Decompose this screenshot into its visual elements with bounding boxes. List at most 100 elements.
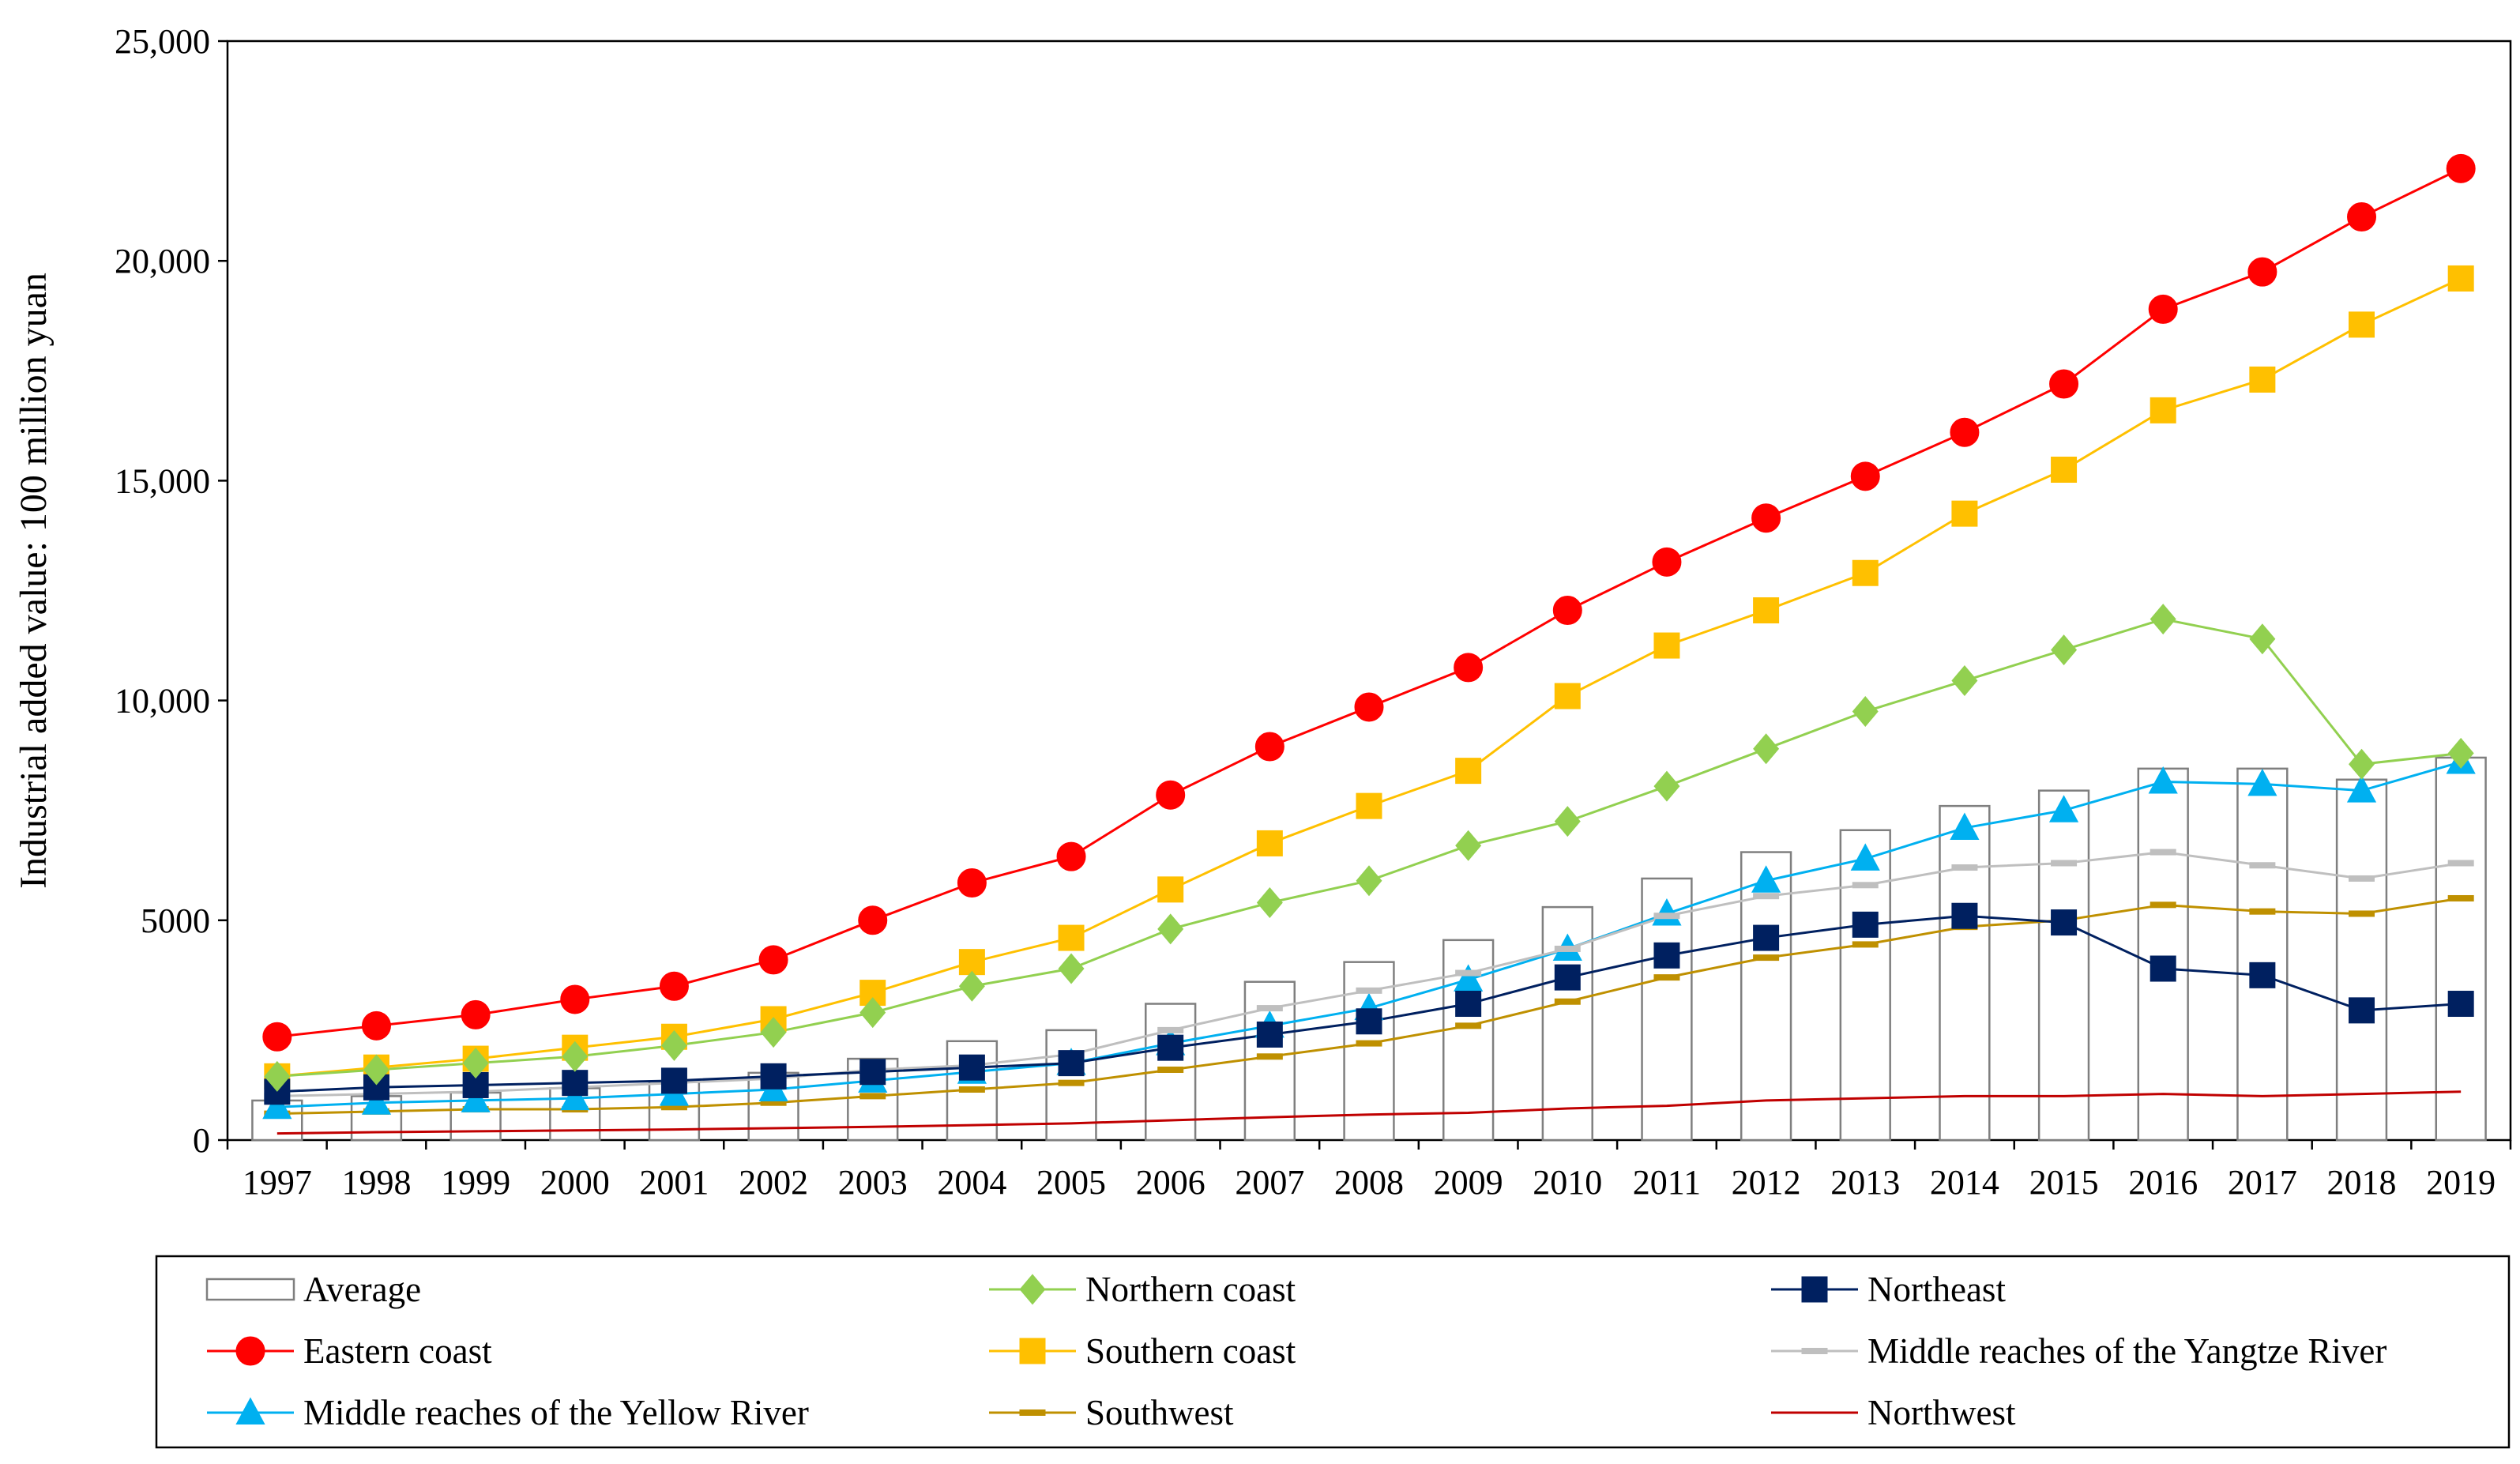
x-tick-label: 2015 [2029, 1163, 2099, 1202]
point-southwest [2249, 908, 2276, 915]
point-northeast [2150, 955, 2176, 982]
x-tick-label: 2018 [2327, 1163, 2397, 1202]
point-middle-reaches-of-the-yangtze-river [1852, 882, 1879, 889]
point-southwest [2150, 901, 2176, 909]
point-southwest [859, 1093, 886, 1100]
legend-label-eastern-coast: Eastern coast [303, 1331, 492, 1371]
point-southern-coast [2150, 397, 2176, 423]
point-southern-coast [1356, 792, 1382, 819]
point-middle-reaches-of-the-yangtze-river [1653, 913, 1680, 920]
point-northeast [1554, 964, 1581, 991]
x-tick-label: 2007 [1235, 1163, 1304, 1202]
x-tick-label: 2013 [1830, 1163, 1900, 1202]
point-northern-coast [2051, 634, 2078, 666]
point-northeast [2447, 991, 2474, 1018]
legend: Average Northern coast Northeast Eastern co… [155, 1255, 2511, 1449]
point-northeast [2249, 962, 2276, 988]
point-southwest [1256, 1053, 1283, 1060]
point-eastern-coast [1254, 732, 1284, 762]
y-tick-label: 10,000 [115, 682, 210, 721]
legend-marker-eastern-coast [235, 1336, 265, 1366]
point-southwest [1455, 1022, 1482, 1029]
bar-average [2335, 778, 2388, 1142]
line-eastern-coast [276, 167, 2462, 1038]
point-southwest [1653, 974, 1680, 981]
point-eastern-coast [1156, 780, 1186, 810]
point-northern-coast [1653, 770, 1680, 802]
y-axis: 0 5000 10,000 15,000 20,000 25,000 [115, 22, 228, 1160]
point-southwest [1157, 1066, 1184, 1073]
point-northeast [1951, 902, 1978, 929]
point-northern-coast [859, 997, 886, 1029]
point-northern-coast [660, 1029, 687, 1061]
line-northwest [276, 1090, 2462, 1135]
point-northern-coast [1058, 953, 1085, 984]
point-northern-coast [562, 1041, 589, 1072]
legend-marker-northern-coast [1019, 1274, 1046, 1305]
x-tick-label: 2008 [1334, 1163, 1404, 1202]
point-southern-coast [1951, 500, 1978, 527]
y-tick-label: 15,000 [115, 461, 210, 500]
y-tick-label: 25,000 [115, 22, 210, 61]
point-middle-reaches-of-the-yangtze-river [1256, 1005, 1283, 1012]
legend-label-southern-coast: Southern coast [1085, 1331, 1296, 1371]
legend-label-middle-reaches-of-the-yellow-river: Middle reaches of the Yellow River [303, 1393, 809, 1432]
x-tick-label: 2011 [1633, 1163, 1701, 1202]
point-eastern-coast [659, 971, 689, 1001]
point-northeast [1852, 911, 1879, 938]
bar-average [2435, 756, 2487, 1142]
point-northern-coast [1554, 806, 1581, 837]
point-southern-coast [2249, 366, 2276, 393]
bar-average [1343, 961, 1395, 1142]
point-eastern-coast [1552, 596, 1582, 626]
point-northeast [1058, 1050, 1085, 1077]
x-tick-label: 2019 [2426, 1163, 2496, 1202]
x-axis: 1997 1998 1999 2000 2001 2002 2003 2004 2005 2006… [226, 1140, 2512, 1202]
point-northeast [1753, 924, 1780, 951]
point-eastern-coast [1652, 547, 1682, 577]
x-tick-label: 1999 [441, 1163, 510, 1202]
point-middle-reaches-of-the-yangtze-river [2051, 860, 2078, 867]
x-tick-label: 2016 [2128, 1163, 2198, 1202]
point-southern-coast [1653, 632, 1680, 659]
point-middle-reaches-of-the-yangtze-river [1753, 893, 1780, 900]
point-southwest [1554, 998, 1581, 1005]
point-northern-coast [1157, 913, 1184, 945]
point-southern-coast [1157, 876, 1184, 903]
point-northern-coast [1356, 865, 1382, 897]
legend-label-northwest: Northwest [1867, 1393, 2016, 1432]
point-northeast [660, 1067, 687, 1094]
point-eastern-coast [957, 868, 987, 898]
point-northeast [760, 1063, 787, 1090]
point-southern-coast [2349, 311, 2375, 338]
y-axis-label: Industrial added value: 100 million yuan [13, 273, 55, 889]
point-northern-coast [363, 1054, 389, 1086]
bar-average [2037, 789, 2090, 1142]
series-markers [262, 153, 2476, 1120]
point-eastern-coast [361, 1010, 391, 1041]
x-tick-label: 2014 [1930, 1163, 1999, 1202]
point-eastern-coast [1354, 692, 1384, 722]
point-northeast [2051, 909, 2078, 936]
point-southern-coast [1852, 559, 1879, 586]
point-northeast [958, 1054, 985, 1081]
legend-marker-southern-coast [1019, 1338, 1046, 1364]
point-southwest [660, 1104, 687, 1111]
x-tick-label: 2009 [1434, 1163, 1503, 1202]
point-northern-coast [958, 970, 985, 1002]
point-southern-coast [2051, 456, 2078, 483]
legend-label-southwest: Southwest [1085, 1393, 1234, 1432]
point-eastern-coast [758, 945, 788, 975]
point-eastern-coast [1056, 841, 1086, 871]
point-middle-reaches-of-the-yellow-river [1850, 843, 1880, 871]
y-tick-label: 5000 [141, 901, 210, 940]
point-northeast [1157, 1034, 1184, 1061]
point-middle-reaches-of-the-yangtze-river [2150, 849, 2176, 856]
x-tick-label: 2017 [2228, 1163, 2297, 1202]
legend-marker-northeast [1801, 1276, 1828, 1303]
point-middle-reaches-of-the-yangtze-river [1157, 1026, 1184, 1033]
point-eastern-coast [2446, 153, 2476, 183]
point-northern-coast [2447, 737, 2474, 769]
point-southwest [958, 1086, 985, 1093]
